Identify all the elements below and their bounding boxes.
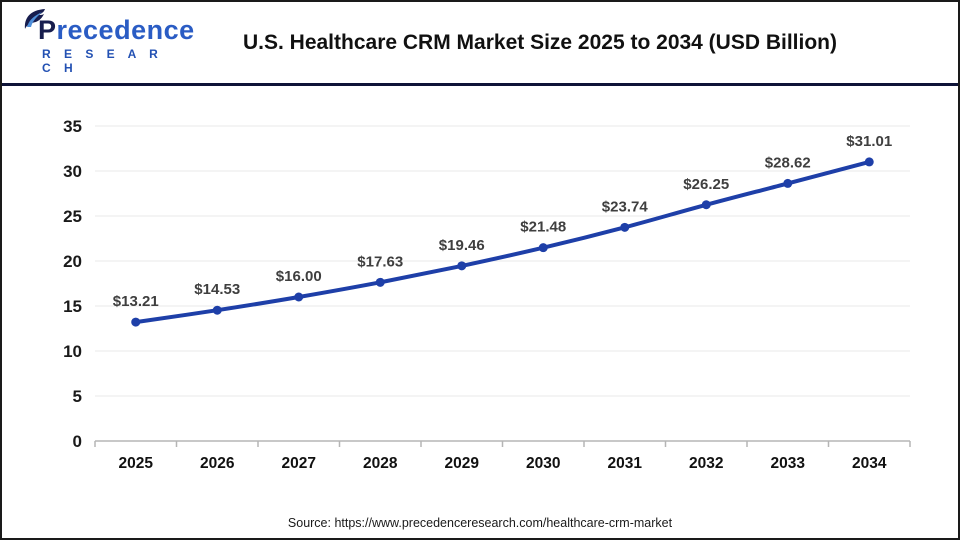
- y-axis-label: 35: [63, 117, 82, 136]
- x-axis-label: 2026: [200, 455, 235, 472]
- y-axis-label: 0: [73, 432, 82, 451]
- brand-first-letter: P: [38, 15, 57, 45]
- source-attribution: Source: https://www.precedenceresearch.c…: [287, 515, 673, 530]
- data-label: $19.46: [439, 237, 485, 254]
- data-label: $17.63: [357, 253, 403, 270]
- x-axis-label: 2030: [526, 455, 560, 472]
- y-axis-label: 25: [63, 207, 82, 226]
- y-axis-label: 20: [63, 252, 82, 271]
- chart-title: U.S. Healthcare CRM Market Size 2025 to …: [242, 30, 838, 54]
- x-axis-label: 2029: [445, 455, 480, 472]
- x-axis-label: 2034: [852, 455, 887, 472]
- brand-tagline: R E S E A R C H: [42, 47, 163, 75]
- header: Precedence R E S E A R C H U.S. Healthca…: [2, 2, 958, 83]
- x-axis-label: 2032: [689, 455, 723, 472]
- x-axis-label: 2033: [771, 455, 806, 472]
- chart-area: 0 5 10 15 20 25 30 35 2025 2026 2027 2028 2029 2030 20…: [2, 86, 958, 507]
- y-axis-label: 5: [73, 387, 82, 406]
- y-axis-label: 10: [63, 342, 82, 361]
- data-point: [864, 157, 874, 167]
- brand-name: Precedence: [26, 15, 195, 46]
- data-point: [375, 277, 385, 287]
- data-label: $14.53: [194, 281, 240, 298]
- data-label: $21.48: [520, 219, 566, 236]
- series-line: [133, 159, 872, 325]
- data-point: [212, 305, 222, 315]
- data-point: [131, 317, 141, 327]
- data-label: $28.62: [765, 154, 811, 171]
- data-label: $23.74: [602, 198, 649, 215]
- x-axis-label: 2028: [363, 455, 398, 472]
- y-axis-label: 30: [63, 162, 82, 181]
- data-point: [783, 178, 793, 188]
- data-point: [701, 200, 711, 210]
- data-point: [620, 222, 630, 232]
- y-axis-label: 15: [63, 297, 82, 316]
- data-label: $26.25: [683, 176, 729, 193]
- data-label: $16.00: [276, 268, 322, 285]
- data-point: [294, 292, 304, 302]
- data-point: [538, 243, 548, 253]
- brand-rest: recedence: [56, 15, 195, 45]
- x-axis-label: 2027: [282, 455, 316, 472]
- data-label: $31.01: [846, 133, 892, 150]
- x-axis-label: 2025: [119, 455, 154, 472]
- data-label: $13.21: [113, 293, 159, 310]
- x-axis-label: 2031: [608, 455, 643, 472]
- leaf-icon: [24, 9, 45, 29]
- header-divider: [2, 83, 958, 86]
- data-point: [457, 261, 467, 271]
- precedence-research-logo: Precedence R E S E A R C H: [24, 9, 194, 75]
